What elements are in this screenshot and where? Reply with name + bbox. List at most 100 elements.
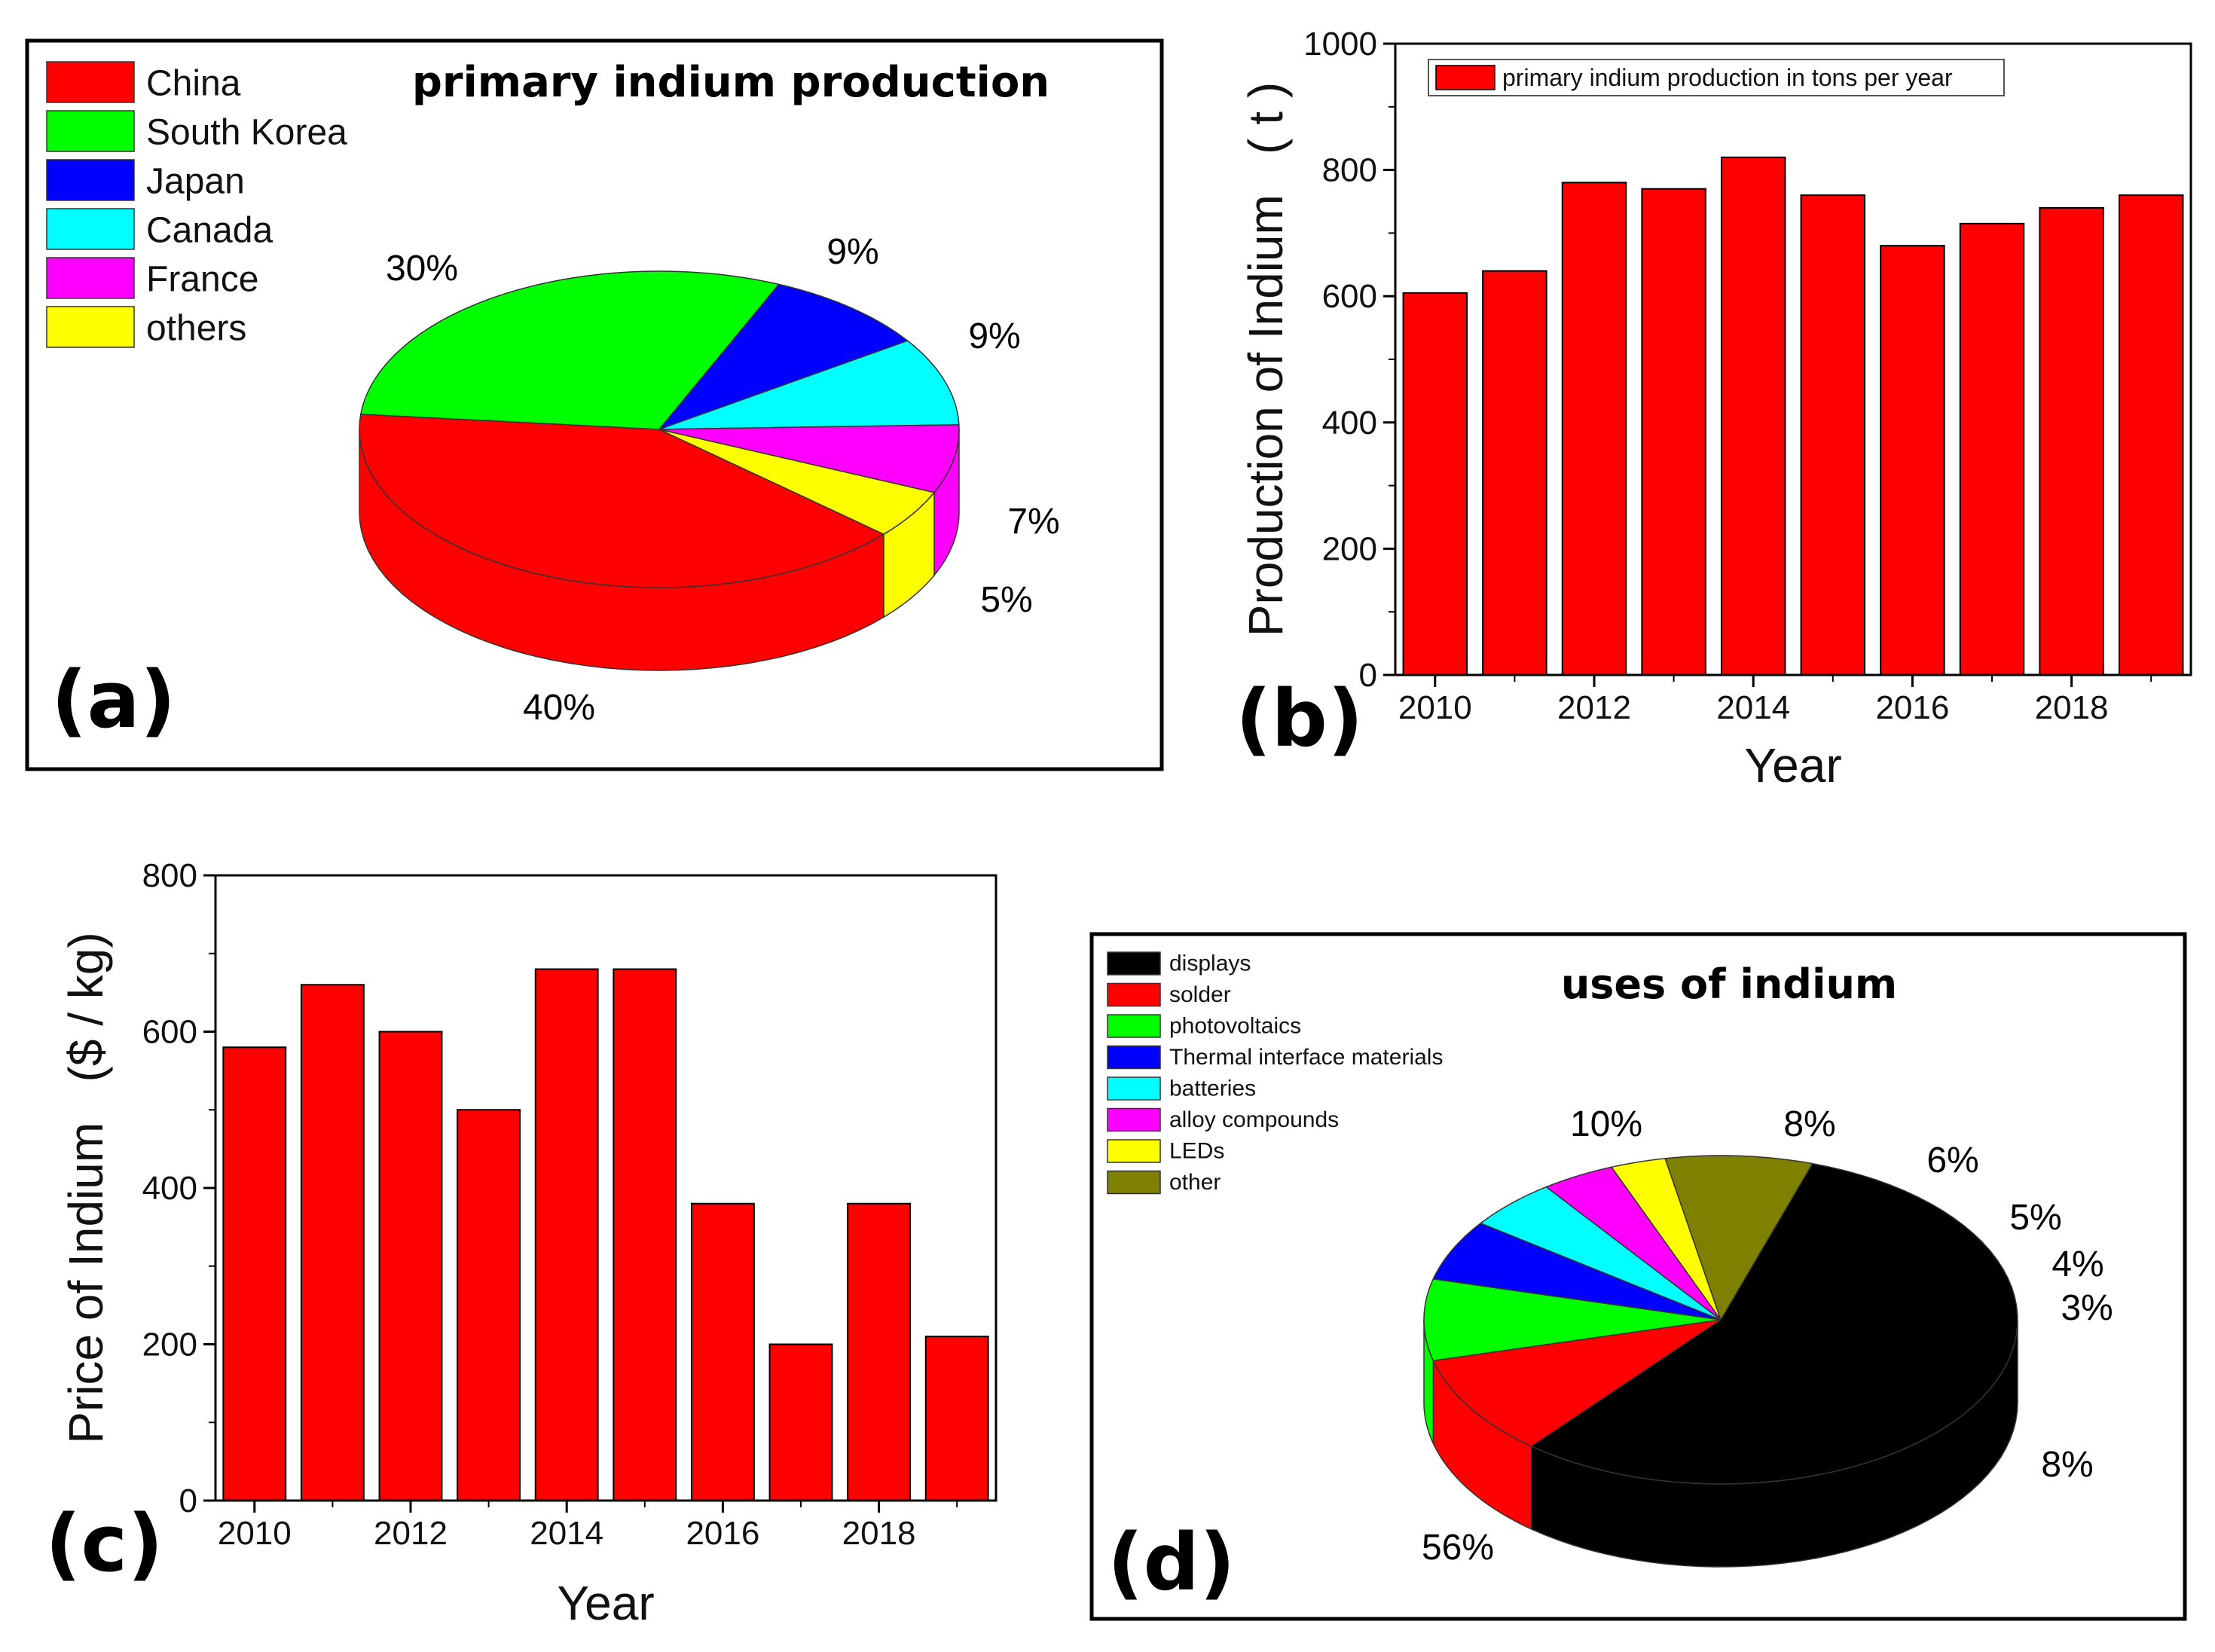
legend-swatch-canada	[46, 208, 135, 250]
pie-label-china: 40%	[523, 688, 595, 728]
panel-d-pie: 56% 10% 8% 6% 5% 4%3% 8%	[1422, 1104, 2113, 1568]
y-tick-label: 200	[142, 1327, 197, 1363]
bar-2011	[300, 984, 365, 1501]
panel-c-letter: (c)	[45, 1498, 163, 1589]
bar-2013	[1641, 188, 1706, 676]
bar-2018	[847, 1202, 912, 1501]
pie-slice-batteries	[1479, 1186, 1722, 1321]
y-tick-label: 400	[1322, 405, 1377, 441]
pie-label-alloy-compounds: 4%	[2052, 1244, 2103, 1284]
x-axis-label: Year	[557, 1576, 654, 1630]
legend-swatch-france	[46, 257, 135, 299]
pie-slice-other	[1664, 1155, 1813, 1321]
x-tick-label: 2014	[530, 1515, 603, 1552]
legend-label-batteries: batteries	[1169, 1076, 1256, 1101]
y-tick-label: 600	[142, 1014, 197, 1051]
legend-swatch-solder	[1107, 982, 1161, 1007]
y-tick-label: 0	[179, 1483, 197, 1519]
pie-label-other: 8%	[2041, 1445, 2093, 1485]
pie-slice-alloy-compounds	[1544, 1166, 1722, 1321]
pie-slice-thermal-interface-materials	[1432, 1223, 1722, 1321]
legend-label-china: China	[146, 63, 241, 103]
panel-a-pie: 40% 30% 9% 9% 7% 5%	[359, 232, 1060, 728]
y-tick-label: 600	[1322, 278, 1377, 315]
legend-swatch-others	[46, 306, 135, 348]
legend-label-displays: displays	[1169, 951, 1251, 976]
panel-d-title: uses of indium	[1561, 960, 1897, 1008]
x-tick-label: 2016	[686, 1515, 759, 1552]
panel-b-legend-box	[1428, 59, 2005, 96]
legend-label-canada: Canada	[146, 210, 273, 250]
legend-label-thermal-interface-materials: Thermal interface materials	[1169, 1045, 1443, 1070]
pie-label-photovoltaics: 8%	[1783, 1104, 1835, 1144]
pie-slice-canada	[658, 340, 960, 430]
bar-2019	[924, 1336, 989, 1501]
pie-label-canada: 9%	[968, 316, 1020, 356]
panel-b-legend-label: primary indium production in tons per ye…	[1502, 64, 1953, 91]
bar-2010	[222, 1046, 287, 1501]
pie-label-batteries: 5%	[2009, 1198, 2061, 1238]
legend-swatch-other	[1107, 1170, 1161, 1195]
panel-d-uses-pie: displays solder photovoltaics Thermal inter…	[1089, 932, 2187, 1621]
bar-2011	[1482, 270, 1547, 676]
pie-label-japan: 9%	[826, 232, 878, 272]
pie-slice-south-korea	[359, 270, 781, 430]
pie-slice-china	[359, 414, 885, 588]
pie-label-leds: 3%	[2061, 1288, 2113, 1328]
x-tick-label: 2014	[1716, 689, 1790, 726]
bar-2019	[2118, 194, 2184, 676]
legend-swatch-alloy-compounds	[1107, 1107, 1161, 1132]
legend-swatch-japan	[46, 159, 135, 201]
panel-a-title: primary indium production	[412, 58, 1049, 107]
pie-label-others: 5%	[980, 580, 1032, 620]
x-tick-label: 2018	[842, 1515, 916, 1552]
panel-a-legend: China South Korea Japan Canada France others	[46, 61, 347, 348]
pie-label-south-korea: 30%	[386, 249, 458, 289]
legend-swatch-china	[46, 61, 135, 103]
legend-label-photovoltaics: photovoltaics	[1169, 1014, 1301, 1039]
bar-2015	[613, 968, 677, 1501]
panel-b-production-bar-chart: 0 200 400 600 800 1000 2010 2012 2014 2016 2018 Yea…	[1236, 26, 2192, 792]
panel-a-letter: (a)	[51, 654, 176, 746]
legend-label-france: France	[146, 259, 258, 299]
pie-slice-displays	[1530, 1162, 2018, 1485]
y-tick-label: 1000	[1303, 26, 1377, 63]
legend-label-others: others	[146, 308, 246, 348]
legend-label-solder: solder	[1169, 982, 1231, 1007]
legend-label-leds: LEDs	[1169, 1139, 1224, 1164]
legend-swatch-thermal-interface-materials	[1107, 1045, 1161, 1070]
pie-slice-others	[658, 429, 936, 536]
legend-label-other: other	[1169, 1170, 1221, 1195]
legend-label-alloy-compounds: alloy compounds	[1169, 1107, 1339, 1132]
y-axis-label: Production of Indium ( t )	[1239, 82, 1293, 637]
x-tick-label: 2018	[2035, 689, 2109, 726]
panel-d-legend: displays solder photovoltaics Thermal inter…	[1107, 951, 1443, 1195]
bar-2010	[1402, 292, 1468, 676]
bar-2018	[2039, 206, 2104, 676]
panel-c-plot: 0 200 400 600 800 2010 2012 2014 2016 2018 Year Pri…	[59, 857, 998, 1630]
pie-slice-france	[658, 424, 960, 493]
legend-swatch-south-korea	[46, 110, 135, 152]
legend-swatch-displays	[1107, 951, 1161, 976]
panel-b-legend-swatch	[1435, 65, 1496, 90]
pie-label-thermal-interface-materials: 6%	[1926, 1141, 1978, 1180]
y-tick-label: 800	[1322, 152, 1377, 189]
bar-2013	[457, 1109, 521, 1501]
panel-d-letter: (d)	[1108, 1516, 1236, 1608]
x-axis-label: Year	[1744, 738, 1841, 792]
x-tick-label: 2010	[218, 1515, 292, 1552]
bar-2016	[690, 1202, 755, 1501]
legend-label-south-korea: South Korea	[146, 112, 347, 152]
panel-b-plot: 0 200 400 600 800 1000 2010 2012 2014 2016 2018 Yea…	[1239, 26, 2192, 792]
legend-swatch-leds	[1107, 1139, 1161, 1163]
y-tick-label: 0	[1359, 657, 1377, 694]
bar-2012	[378, 1031, 443, 1501]
panel-b-letter: (b)	[1236, 673, 1364, 765]
pie-slice-photovoltaics	[1423, 1278, 1722, 1362]
pie-slice-japan	[657, 283, 909, 431]
bar-2017	[768, 1343, 833, 1501]
y-tick-label: 200	[1322, 530, 1377, 567]
bar-2014	[534, 968, 599, 1501]
